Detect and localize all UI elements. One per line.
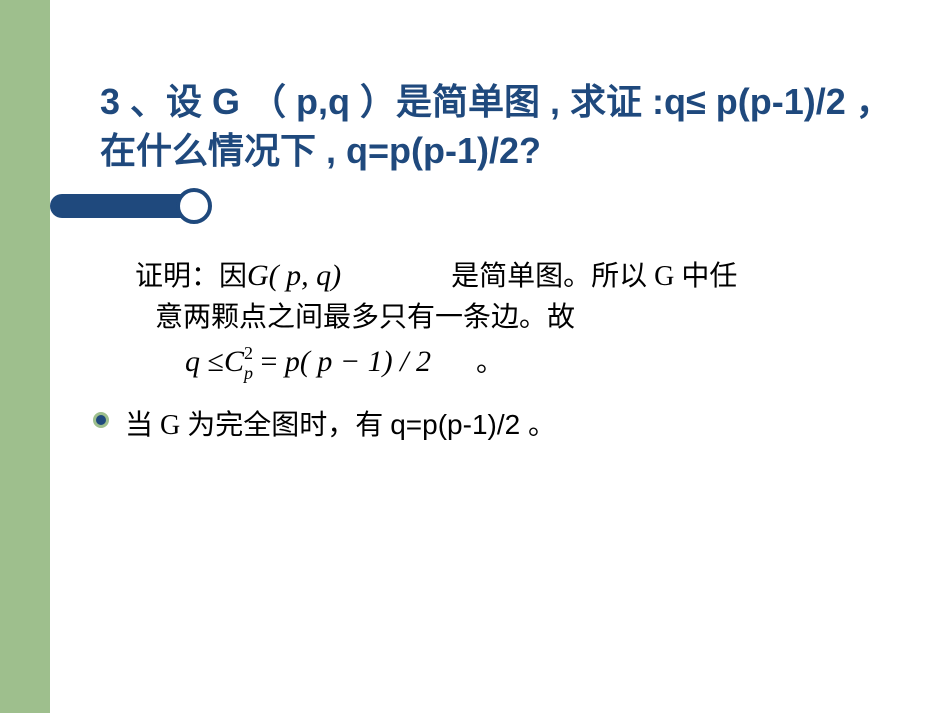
formula-rhs: p( p − 1) / 2 xyxy=(285,345,431,378)
formula-C: C xyxy=(224,345,244,378)
bullet-zh-prefix: 当 G 为完全图时，有 xyxy=(125,410,390,441)
formula-period: 。 xyxy=(476,347,504,378)
proof-prefix: 证明：因 xyxy=(135,261,247,292)
slide: 3 、设 G （ p,q ）是简单图 , 求证 :q≤ p(p-1)/2 ，在什… xyxy=(0,0,950,713)
bullet-expr: q=p(p-1)/2 xyxy=(390,409,528,440)
proof-line-2: 意两颗点之间最多只有一条边。故 xyxy=(155,298,895,339)
slide-body: 证明：因G( p, q) 是简单图。所以 G 中任 意两颗点之间最多只有一条边。故… xyxy=(125,254,895,447)
proof-gpq: G( p, q) xyxy=(247,259,341,292)
formula-eq: = xyxy=(253,345,285,378)
bullet-zh-suffix: 。 xyxy=(528,410,556,441)
formula-sup: 2 xyxy=(244,343,253,363)
accent-circle-icon xyxy=(176,188,212,224)
left-accent-band xyxy=(0,0,50,713)
proof-mid: 是简单图。所以 G 中任 xyxy=(451,261,737,292)
accent-decoration xyxy=(50,190,220,224)
formula-sub: p xyxy=(244,363,253,383)
bullet-dot-icon xyxy=(93,412,109,428)
accent-bar xyxy=(50,194,190,218)
proof-line-1: 证明：因G( p, q) 是简单图。所以 G 中任 xyxy=(135,254,895,298)
bullet-line: 当 G 为完全图时，有 q=p(p-1)/2 。 xyxy=(125,404,895,447)
formula-le: ≤ xyxy=(200,345,224,378)
formula-q: q xyxy=(185,345,200,378)
proof-formula: q ≤C2p = p( p − 1) / 2 。 xyxy=(185,344,895,390)
slide-title: 3 、设 G （ p,q ）是简单图 , 求证 :q≤ p(p-1)/2 ，在什… xyxy=(100,78,900,175)
